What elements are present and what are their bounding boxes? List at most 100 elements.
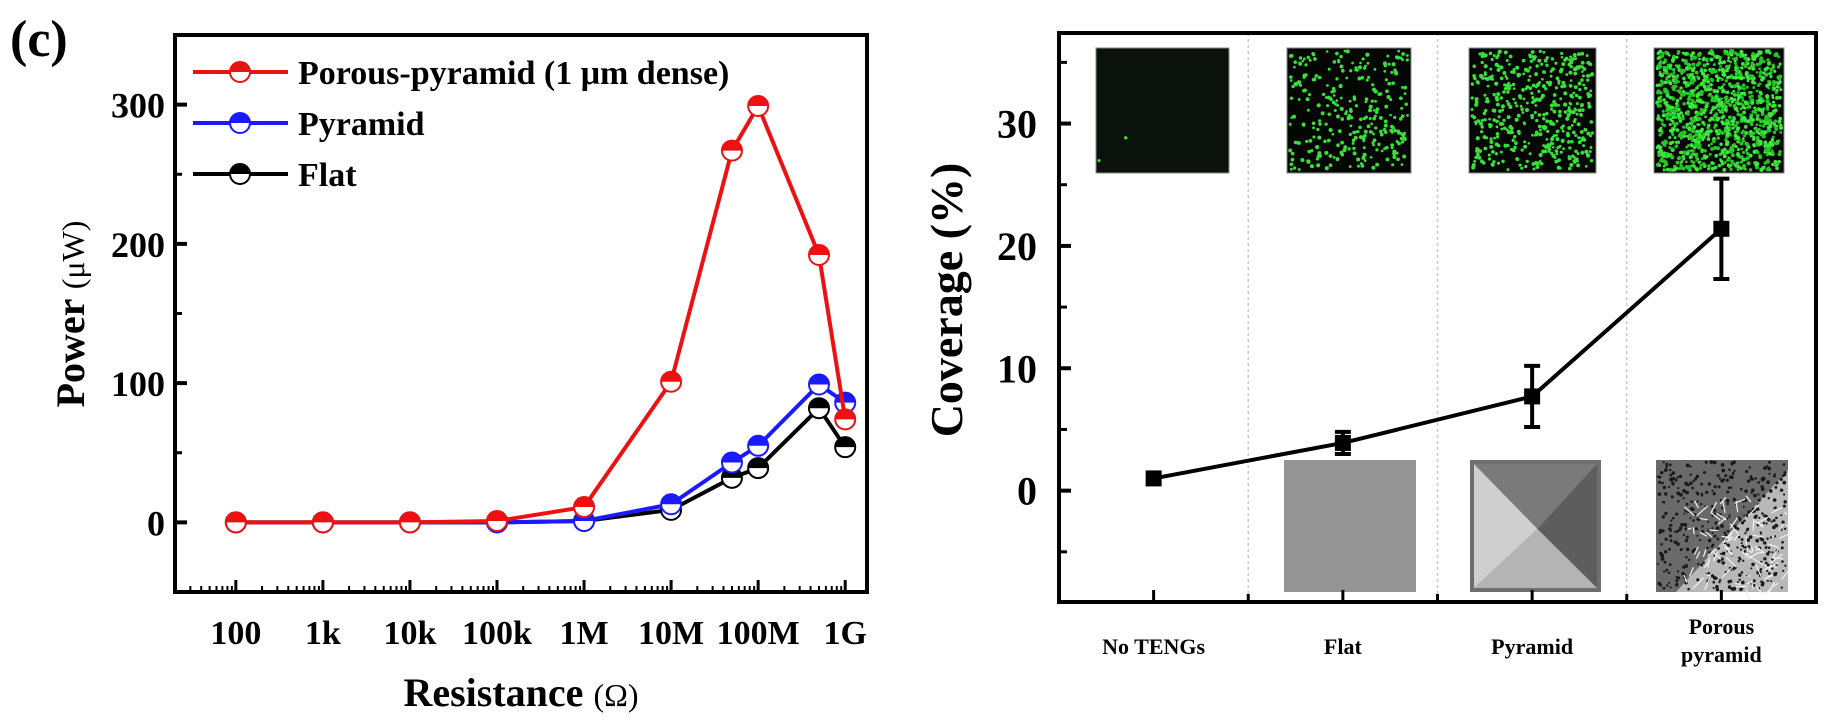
cell-dot — [1721, 85, 1724, 88]
cell-dot — [1669, 108, 1673, 113]
pore — [1752, 579, 1756, 583]
cell-dot — [1490, 162, 1495, 167]
pore — [1746, 527, 1750, 531]
legend-marker — [229, 61, 251, 83]
cell-dot — [1675, 128, 1680, 132]
cell-dot — [1362, 116, 1366, 121]
cell-dot — [1538, 128, 1542, 132]
marker-fill — [661, 371, 682, 382]
cell-dot — [1335, 99, 1339, 102]
cell-dot — [1559, 97, 1563, 101]
y-tick-label: 20 — [997, 224, 1037, 269]
pore — [1760, 560, 1763, 563]
fiber — [1747, 552, 1758, 560]
marker-fill — [808, 245, 829, 256]
pore — [1721, 468, 1726, 473]
cell-dot — [1476, 152, 1480, 157]
cell-dot — [1323, 139, 1327, 144]
pyramid-face-right — [1537, 464, 1597, 588]
cell-dot — [1345, 49, 1350, 54]
cell-dot — [1530, 115, 1534, 120]
cell-dot — [1348, 99, 1352, 103]
fiber — [1729, 517, 1739, 529]
pore — [1710, 574, 1715, 578]
pore — [1771, 567, 1774, 570]
cell-dot — [1558, 166, 1562, 170]
cell-dot — [1748, 74, 1752, 77]
cell-dot — [1573, 107, 1577, 111]
cell-dot — [1744, 157, 1747, 161]
cell-dot — [1328, 163, 1333, 168]
pore — [1685, 490, 1689, 495]
cell-dot — [1747, 104, 1752, 109]
pore — [1673, 530, 1676, 533]
pore — [1661, 557, 1665, 560]
cell-dot — [1742, 76, 1746, 80]
cell-dot — [1495, 55, 1499, 60]
pore — [1750, 567, 1753, 570]
cell-dot — [1714, 154, 1719, 158]
pore — [1712, 492, 1716, 496]
cell-dot — [1495, 102, 1500, 107]
cell-dot — [1702, 56, 1706, 60]
cell-dot — [1762, 60, 1766, 64]
cell-dot — [1728, 103, 1733, 107]
cell-dot — [1656, 116, 1661, 121]
cell-dot — [1659, 158, 1663, 163]
cell-dot — [1568, 146, 1572, 150]
fiber — [1694, 500, 1699, 509]
cell-dot — [1717, 128, 1722, 133]
cell-dot — [1385, 157, 1390, 162]
cell-dot — [1364, 100, 1368, 104]
cell-dot — [1528, 86, 1533, 91]
cell-dot — [1723, 51, 1728, 55]
cell-dot — [1383, 123, 1388, 128]
pore — [1760, 580, 1763, 583]
cell-dot — [1690, 66, 1693, 70]
fiber — [1745, 588, 1750, 601]
cell-dot — [1750, 74, 1755, 78]
pore — [1663, 570, 1666, 573]
cell-dot — [1317, 75, 1322, 80]
cell-dot — [1777, 104, 1782, 108]
cell-dot — [1731, 126, 1735, 130]
cell-dot — [1748, 153, 1753, 158]
x-tick-label: 100k — [462, 615, 532, 652]
cell-dot — [1370, 99, 1374, 103]
cell-dot — [1582, 138, 1587, 142]
cell-dot — [1682, 76, 1686, 81]
cell-dot — [1393, 115, 1397, 120]
cell-dot — [1725, 150, 1729, 155]
cell-dot — [1321, 92, 1326, 97]
cell-dot — [1727, 56, 1731, 59]
fiber — [1684, 506, 1696, 517]
cell-dot — [1558, 109, 1562, 114]
cell-dot — [1357, 65, 1363, 70]
cell-dot — [1767, 81, 1772, 87]
pore — [1732, 473, 1735, 476]
pore — [1700, 482, 1704, 486]
cell-dot — [1668, 112, 1673, 117]
cell-dot — [1474, 102, 1479, 107]
cell-dot — [1742, 110, 1746, 115]
pore — [1761, 512, 1764, 515]
data-point — [747, 95, 770, 118]
cell-dot — [1391, 63, 1396, 67]
pore — [1725, 478, 1729, 482]
left-x-axis-title: Resistance (Ω) — [403, 670, 638, 715]
cell-dot — [1558, 69, 1563, 74]
cell-dot — [1674, 144, 1678, 149]
cell-dot — [1690, 143, 1694, 148]
cell-dot — [1671, 147, 1674, 150]
cell-dot — [1550, 107, 1553, 111]
cell-dot — [1755, 130, 1759, 134]
cell-dot — [1351, 141, 1355, 145]
cell-dot — [1680, 86, 1683, 90]
cell-dot — [1701, 120, 1705, 125]
pore — [1746, 479, 1751, 483]
cell-dot — [1765, 99, 1770, 104]
cell-dot — [1716, 136, 1720, 140]
pore — [1766, 579, 1769, 583]
